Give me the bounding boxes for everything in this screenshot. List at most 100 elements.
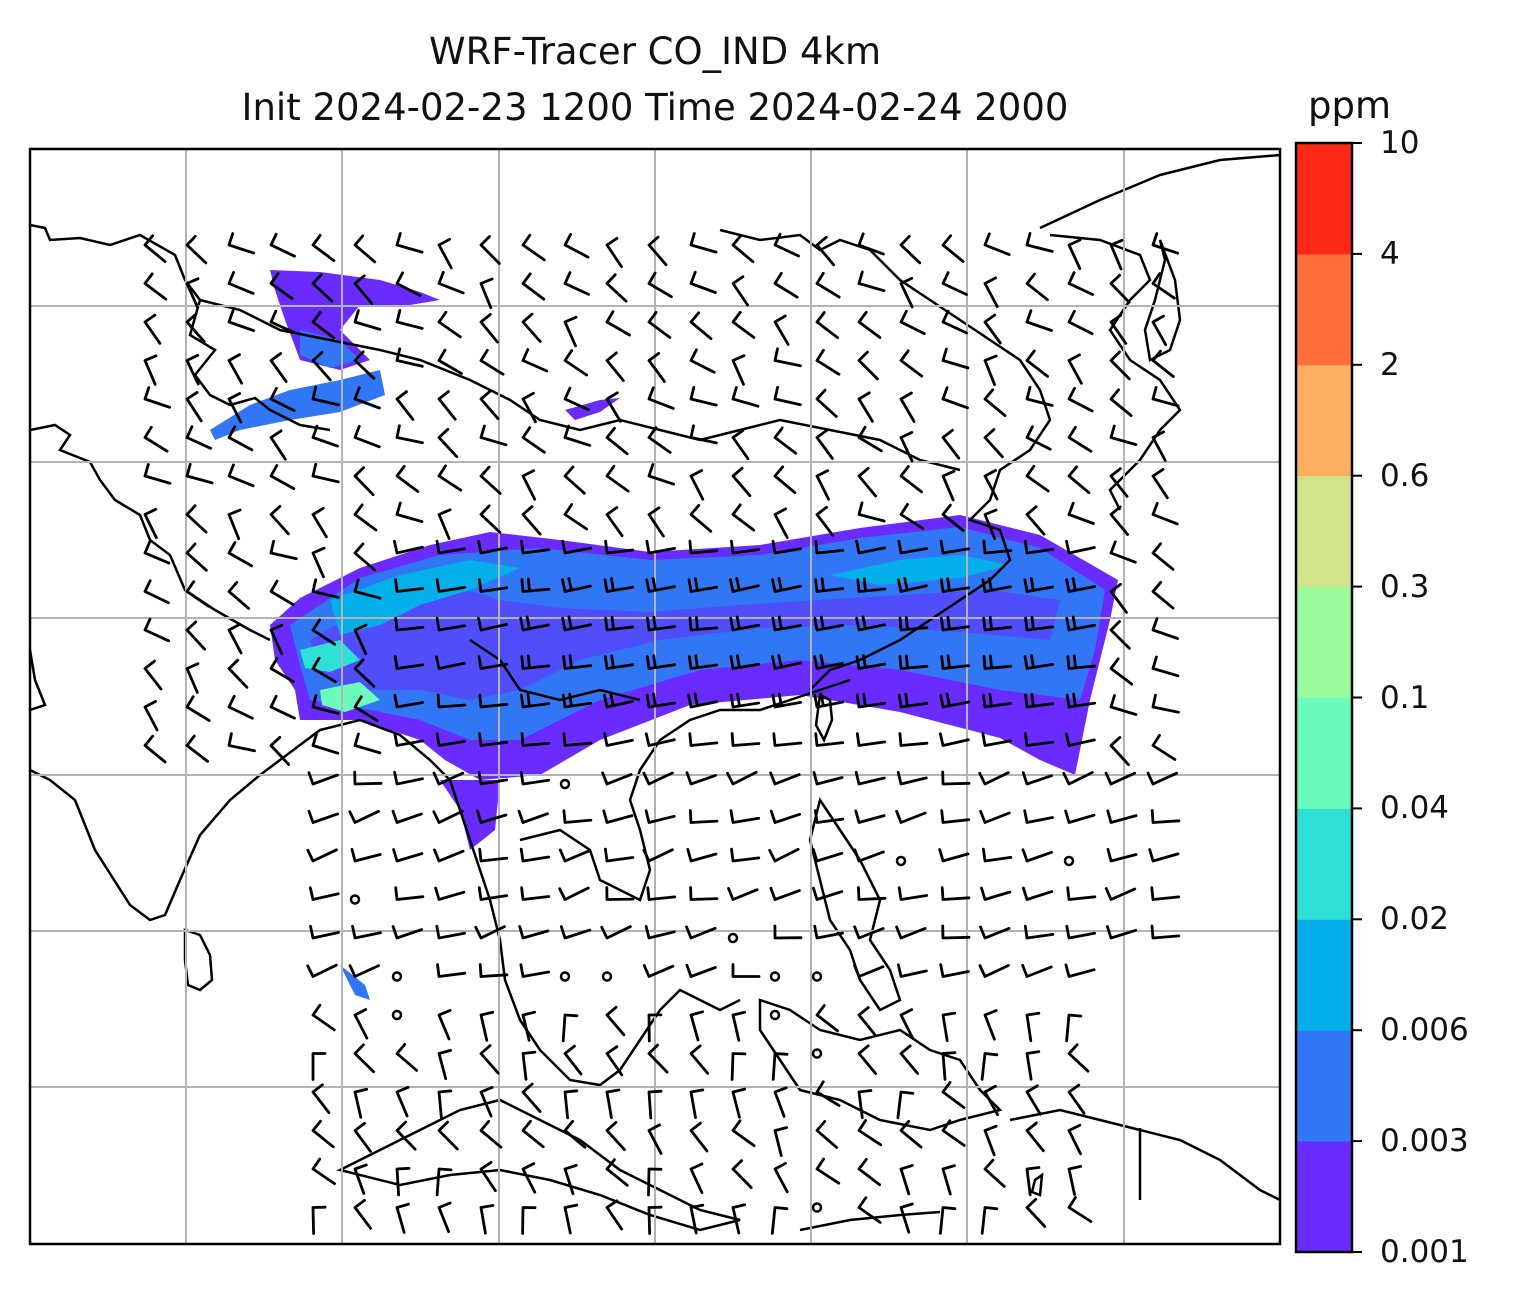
wind-barb (731, 1087, 746, 1119)
wind-barb (395, 1043, 419, 1072)
wind-barb (1023, 924, 1055, 940)
wind-barb (983, 1084, 999, 1117)
wind-barb (185, 463, 214, 485)
wind-barb (311, 462, 340, 484)
wind-barb (813, 692, 844, 709)
wind-barb (1151, 314, 1168, 347)
wind-barb (434, 886, 466, 901)
wind-barb (939, 963, 970, 978)
wind-barb (647, 1167, 663, 1197)
wind-barb (563, 315, 578, 348)
wind-barb (898, 654, 929, 670)
wind-barb (353, 1043, 375, 1074)
wind-barb (815, 311, 840, 340)
wind-barb (645, 654, 677, 670)
wind-barb (1109, 424, 1138, 446)
wind-barb (1067, 501, 1095, 525)
wind-barb (1025, 1050, 1041, 1081)
calm-wind-marker (349, 894, 361, 905)
wind-barb (227, 309, 255, 332)
wind-barb (1109, 694, 1138, 716)
wind-barb (311, 351, 332, 382)
wind-barb (899, 1164, 914, 1196)
wind-barb (603, 577, 635, 593)
wind-barb (227, 353, 244, 385)
wind-barb (348, 964, 380, 978)
wind-barb (563, 424, 592, 447)
wind-barb (1151, 272, 1176, 300)
coastline-islands (799, 1172, 1044, 1232)
wind-barb (815, 348, 841, 376)
wind-barb (1066, 654, 1097, 670)
wind-barb (731, 1159, 753, 1189)
wind-barb (646, 615, 677, 632)
wind-barb (393, 732, 424, 747)
wind-barb (1148, 848, 1180, 863)
wind-barb (143, 425, 169, 453)
wind-barb (646, 886, 677, 901)
wind-barb (853, 925, 885, 940)
wind-barb (185, 391, 203, 423)
wind-barb (432, 771, 465, 786)
wind-barb (1064, 809, 1096, 824)
wind-barb (185, 425, 212, 450)
wind-barb (269, 352, 288, 383)
wind-barb (521, 426, 546, 454)
wind-barb (353, 578, 382, 600)
wind-barb (812, 886, 844, 901)
wind-barb (1146, 771, 1179, 786)
wind-barb (941, 347, 970, 370)
wind-barb (521, 312, 542, 343)
wind-barb (813, 654, 844, 670)
wind-barb (311, 311, 336, 340)
wind-barb (939, 1206, 957, 1235)
wind-barb (563, 1203, 579, 1235)
wind-barb (605, 310, 631, 337)
wind-barb (815, 388, 838, 418)
coastline-srilanka (183, 928, 214, 992)
wind-barb (1023, 539, 1055, 555)
wind-barb (727, 887, 759, 901)
wind-barb (392, 848, 424, 863)
wind-barb (941, 271, 968, 296)
wind-barb (647, 1205, 663, 1235)
wind-barb (769, 886, 801, 901)
wind-barb (558, 848, 591, 863)
wind-barb (1067, 271, 1094, 296)
wind-barb (940, 809, 971, 824)
wind-barb (311, 1205, 327, 1235)
wind-barb (437, 427, 459, 458)
wind-barb (771, 577, 802, 593)
wind-barb (478, 693, 509, 709)
wind-barb (815, 505, 835, 537)
wind-barb (521, 348, 549, 373)
wind-barb (815, 1080, 841, 1107)
wind-barb (647, 1013, 663, 1043)
wind-barb (647, 352, 666, 383)
wind-barb (437, 1201, 452, 1233)
wind-barb (353, 658, 376, 688)
wind-barb (143, 700, 159, 732)
wind-barb (982, 692, 1013, 709)
wind-barb (855, 615, 886, 632)
wind-barb (899, 309, 926, 335)
wind-barb (983, 1009, 998, 1041)
wind-barb (688, 654, 719, 670)
wind-barb (1109, 505, 1129, 536)
colorbar-tick-label: 0.04 (1380, 790, 1450, 827)
wind-barb (731, 1203, 747, 1235)
wind-barb (895, 925, 927, 940)
wind-barb (729, 615, 760, 632)
wind-barb (602, 809, 634, 824)
wind-barb (1025, 309, 1053, 332)
wind-barb (479, 1161, 497, 1193)
wind-barb (395, 501, 424, 523)
wind-barb (729, 654, 760, 670)
wind-barb (353, 274, 374, 305)
wind-barb (1109, 467, 1129, 498)
wind-barbs (143, 232, 1181, 1235)
wind-barb (603, 654, 635, 670)
wind-barb (773, 924, 803, 940)
wind-barb (479, 424, 508, 447)
wind-barb (1065, 1013, 1083, 1043)
